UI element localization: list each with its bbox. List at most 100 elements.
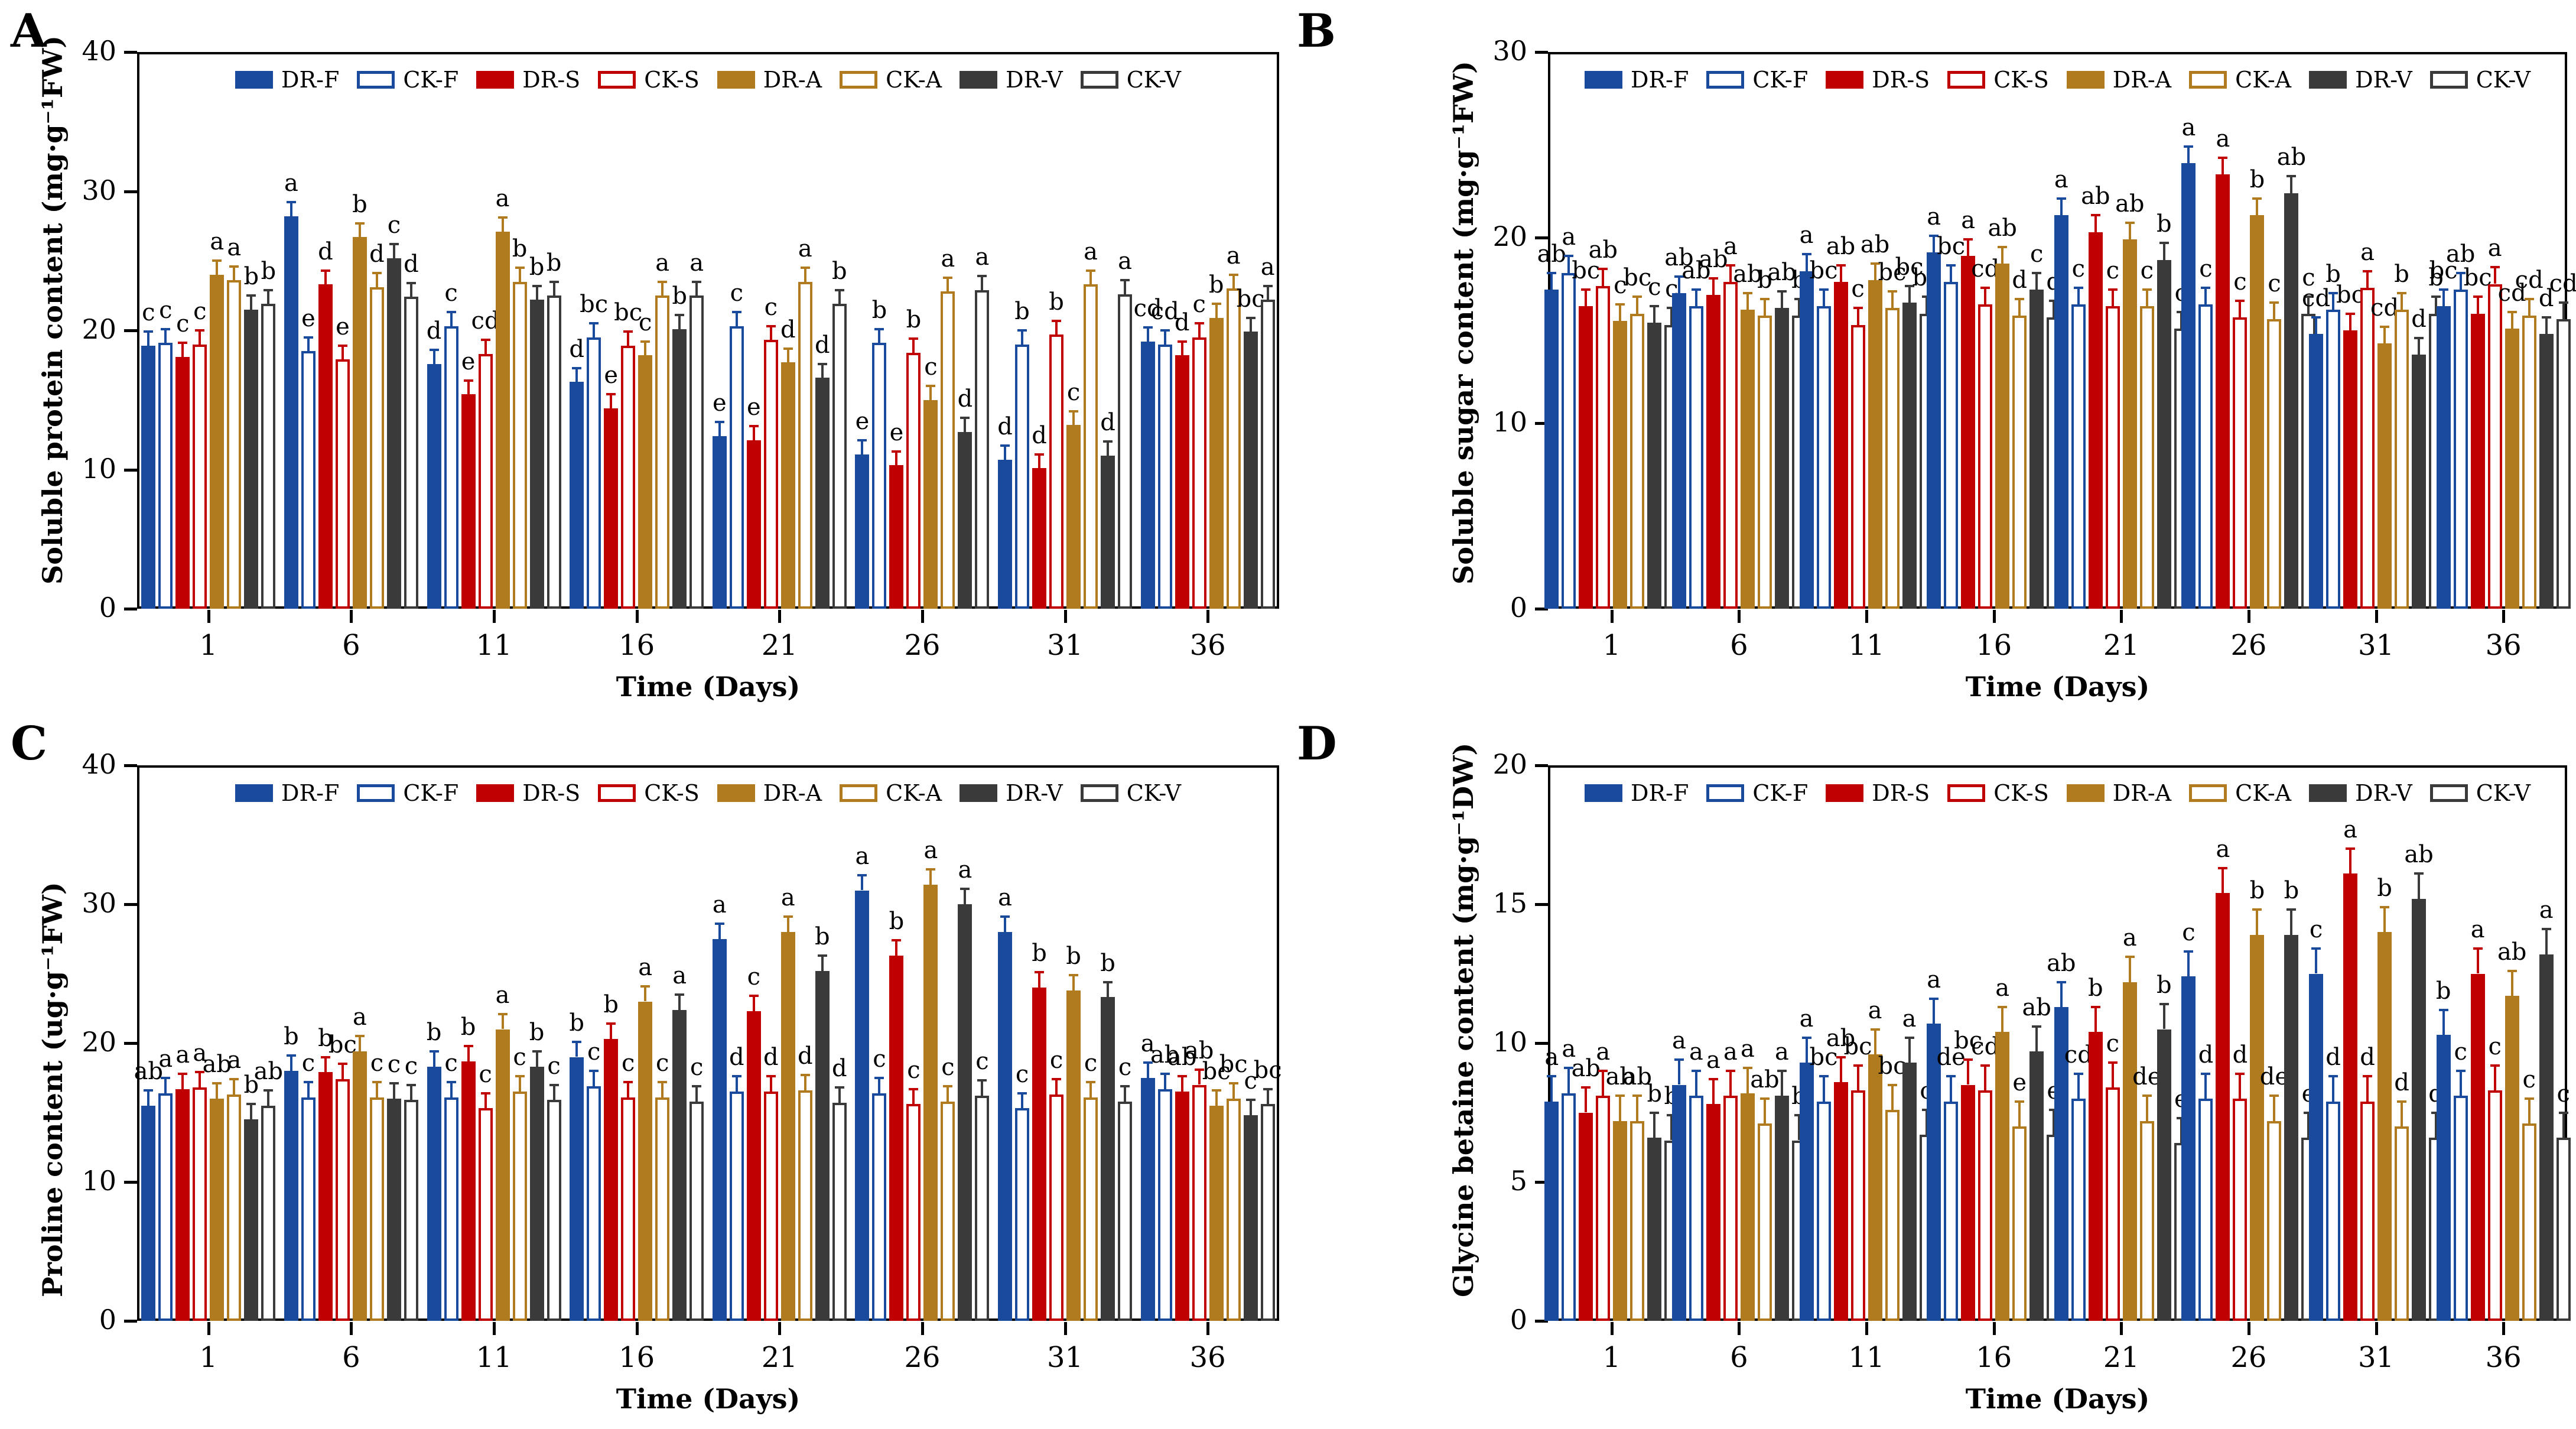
error-bar-cap	[389, 242, 399, 245]
error-bar	[358, 1036, 361, 1052]
bar-a-6-ck-v	[404, 297, 418, 609]
significance-letter: b	[2428, 264, 2444, 292]
x-axis-tick	[1865, 610, 1869, 623]
error-bar	[1694, 289, 1697, 307]
error-bar	[947, 1086, 949, 1102]
error-bar-cap	[1103, 440, 1113, 443]
bar-b-6-dr-a	[1740, 310, 1755, 609]
error-bar	[1215, 304, 1218, 318]
x-tick-label: 1	[199, 1341, 218, 1374]
error-bar	[1856, 1065, 1859, 1090]
significance-letter: cd	[2549, 269, 2576, 297]
error-bar	[1567, 1068, 1570, 1093]
error-bar-cap	[2184, 145, 2194, 148]
error-bar	[2545, 929, 2548, 954]
significance-letter: b	[1049, 288, 1064, 316]
error-bar-cap	[1632, 295, 1642, 298]
significance-letter: ab	[134, 1057, 164, 1085]
error-bar	[1585, 1087, 1588, 1113]
error-bar	[2187, 951, 2190, 977]
legend-label: CK-F	[403, 67, 459, 93]
error-bar	[1763, 298, 1766, 316]
bar-c-11-dr-v	[529, 1066, 544, 1321]
bar-d-1-dr-v	[1647, 1137, 1662, 1321]
x-tick-label: 21	[761, 629, 798, 662]
error-bar-cap	[1228, 273, 1238, 276]
error-bar-cap	[589, 1070, 599, 1072]
x-tick-label: 1	[1602, 1341, 1621, 1374]
error-bar	[861, 875, 864, 891]
error-bar-cap	[1211, 1089, 1221, 1092]
significance-letter: d	[832, 1055, 847, 1083]
significance-letter: c	[176, 310, 190, 338]
error-bar	[2493, 1065, 2496, 1090]
error-bar-cap	[1777, 290, 1787, 293]
error-bar	[2307, 297, 2310, 314]
legend-label: DR-F	[281, 67, 340, 93]
error-bar-cap	[800, 1074, 810, 1077]
error-bar-cap	[1708, 277, 1718, 280]
error-bar-cap	[1120, 279, 1130, 282]
legend-label: DR-A	[2112, 67, 2172, 93]
bar-c-31-dr-f	[998, 932, 1013, 1321]
error-bar	[1602, 269, 1605, 286]
x-axis-tick	[2247, 1322, 2250, 1335]
bar-d-11-ck-f	[1816, 1101, 1831, 1321]
legend-label: CK-A	[2235, 67, 2292, 93]
significance-letter: d	[404, 250, 419, 278]
significance-letter: d	[426, 317, 442, 345]
bar-d-6-dr-v	[1774, 1096, 1789, 1321]
error-bar	[895, 940, 898, 956]
x-axis-tick	[778, 610, 782, 623]
significance-letter: ab	[2115, 190, 2145, 217]
error-bar	[1232, 1083, 1235, 1099]
x-axis-tick	[207, 1322, 210, 1335]
significance-letter: d	[569, 335, 584, 363]
error-bar	[981, 276, 984, 290]
significance-letter: c	[975, 1048, 989, 1076]
error-bar-cap	[749, 995, 759, 998]
significance-letter: b	[1208, 271, 1224, 299]
bar-c-36-ck-s	[1192, 1084, 1206, 1321]
error-bar-cap	[2328, 292, 2338, 295]
error-bar-cap	[2159, 242, 2169, 245]
error-bar-cap	[463, 379, 473, 382]
bar-d-21-ck-s	[2105, 1087, 2120, 1321]
significance-letter: c	[444, 280, 458, 307]
bar-a-36-dr-v	[1243, 332, 1258, 609]
error-bar	[912, 339, 915, 353]
legend-swatch-ck-a	[840, 71, 878, 89]
legend-swatch-dr-v	[960, 784, 998, 802]
significance-letter: ab	[1860, 230, 1890, 258]
error-bar-cap	[1946, 1075, 1956, 1078]
significance-letter: a	[1118, 248, 1132, 275]
significance-letter: a	[495, 981, 510, 1009]
significance-letter: a	[1723, 233, 1738, 261]
y-axis-tick	[124, 51, 137, 54]
error-bar	[1729, 1071, 1732, 1096]
error-bar	[2128, 957, 2131, 982]
error-bar	[2273, 302, 2276, 320]
x-tick-label: 6	[1730, 629, 1748, 662]
error-bar-cap	[2304, 1111, 2314, 1114]
error-bar-cap	[926, 868, 936, 871]
error-bar	[324, 1057, 327, 1073]
significance-letter: a	[780, 884, 795, 912]
bar-b-6-ck-a	[1757, 315, 1772, 609]
bar-b-31-ck-f	[2326, 310, 2341, 609]
legend-item-ck-s: CK-S	[1947, 782, 2049, 804]
bar-b-1-dr-s	[1579, 306, 1593, 609]
bar-a-1-dr-a	[210, 274, 225, 609]
error-bar	[1266, 1089, 1269, 1105]
legend-swatch-dr-a	[717, 71, 755, 89]
error-bar-cap	[640, 985, 650, 988]
error-bar-cap	[892, 939, 902, 942]
significance-letter: ab	[1681, 256, 1711, 284]
error-bar-cap	[1674, 1058, 1684, 1061]
error-bar	[575, 1041, 578, 1057]
error-bar	[1602, 1071, 1605, 1096]
significance-letter: a	[1902, 1005, 1917, 1032]
error-bar-cap	[1615, 303, 1625, 306]
bar-b-1-dr-f	[1544, 289, 1559, 609]
y-axis-tick	[124, 1042, 137, 1045]
